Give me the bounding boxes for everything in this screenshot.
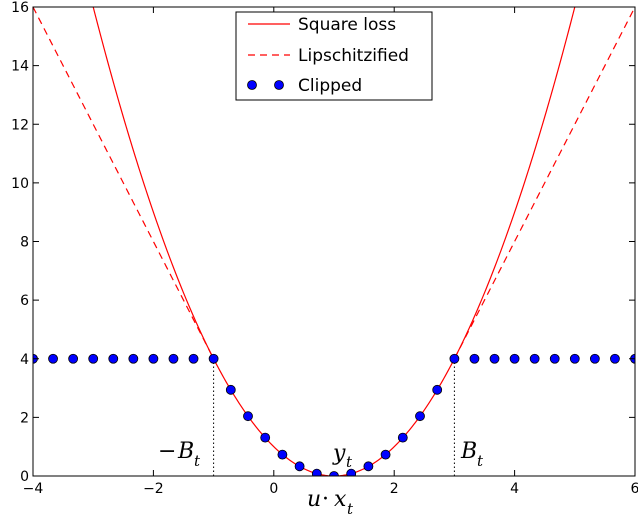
y-tick-label: 12: [11, 117, 29, 133]
clipped-point: [208, 353, 219, 364]
x-axis-label-x: x: [334, 487, 347, 512]
lipschitzified-line-right: [453, 7, 635, 360]
clipped-markers: [33, 353, 635, 476]
clipped-point: [569, 353, 580, 364]
legend-label-square-loss: Square loss: [298, 15, 396, 35]
annotation-pos-bt: B t: [460, 439, 484, 470]
clipped-point: [88, 353, 99, 364]
clipped-point: [294, 461, 305, 472]
clipped-point: [311, 468, 322, 476]
x-axis-label-u: u: [307, 487, 321, 512]
y-tick-label: 16: [11, 0, 29, 16]
clipped-point: [48, 353, 58, 364]
legend-box: [235, 11, 433, 101]
x-tick-label: 6: [631, 481, 638, 497]
x-tick-label: 4: [510, 481, 519, 497]
annotation-neg-bt-sub: t: [194, 452, 201, 470]
clipped-point: [128, 353, 139, 364]
annotation-neg-bt-sign: −: [158, 439, 176, 464]
clipped-point: [432, 384, 443, 395]
x-axis-label-dot: ·: [322, 487, 329, 512]
annotation-yt-sub: t: [346, 453, 353, 471]
clipped-point: [168, 353, 179, 364]
x-axis-label-sub: t: [347, 500, 354, 518]
clipped-point: [380, 449, 391, 460]
x-tick-label: 2: [390, 481, 399, 497]
x-tick-label: 0: [269, 481, 278, 497]
legend-marker-clipped-2: [274, 80, 284, 90]
x-axis-label: u · x t: [307, 487, 354, 518]
clipped-point: [188, 353, 199, 364]
clipped-point: [549, 353, 560, 364]
x-tick-label: −2: [143, 481, 164, 497]
clipped-point: [260, 432, 271, 443]
lipschitzified-line-left: [33, 7, 215, 360]
clipped-point: [277, 449, 288, 460]
clipped-point: [346, 468, 357, 476]
legend-label-clipped: Clipped: [298, 76, 362, 96]
clipped-point: [363, 461, 374, 472]
y-tick-label: 0: [20, 469, 29, 485]
y-tick-label: 14: [11, 59, 29, 75]
clipped-point: [469, 353, 480, 364]
annotation-yt: y t: [332, 441, 353, 471]
y-tick-label: 2: [20, 410, 29, 426]
clipped-point: [610, 353, 620, 364]
y-tick-label: 6: [20, 293, 29, 309]
clipped-point: [589, 353, 600, 364]
annotation-yt-var: y: [332, 441, 346, 466]
clipped-point: [329, 471, 339, 476]
clipped-point: [108, 353, 119, 364]
annotation-neg-bt: − B t: [158, 439, 201, 470]
legend: Square loss Lipschitzified Clipped: [235, 11, 433, 101]
legend-marker-clipped-1: [247, 80, 257, 90]
clipped-point: [225, 384, 236, 395]
clipped-point: [243, 411, 253, 422]
plot-curves: [33, 7, 635, 476]
clipped-point: [529, 353, 540, 364]
y-tick-label: 4: [20, 352, 29, 368]
clipped-point: [509, 353, 520, 364]
annotation-pos-bt-var: B: [460, 439, 477, 464]
y-tick-label: 10: [11, 176, 29, 192]
legend-label-lipschitzified: Lipschitzified: [298, 46, 409, 66]
annotation-neg-bt-var: B: [177, 439, 194, 464]
clipped-point: [148, 353, 159, 364]
y-tick-label: 8: [20, 235, 29, 251]
annotation-pos-bt-sub: t: [477, 452, 484, 470]
axis-ticks: −4 −2 0 2 4 6 0 2 4 6 8 10 12 14 16: [11, 0, 638, 497]
x-tick-label: −4: [23, 481, 44, 497]
clipped-point: [397, 432, 408, 443]
clipped-point: [415, 411, 425, 422]
clipped-point: [68, 353, 79, 364]
clipped-point: [489, 353, 500, 364]
clipped-point: [449, 353, 460, 364]
square-loss-line: [92, 7, 576, 476]
